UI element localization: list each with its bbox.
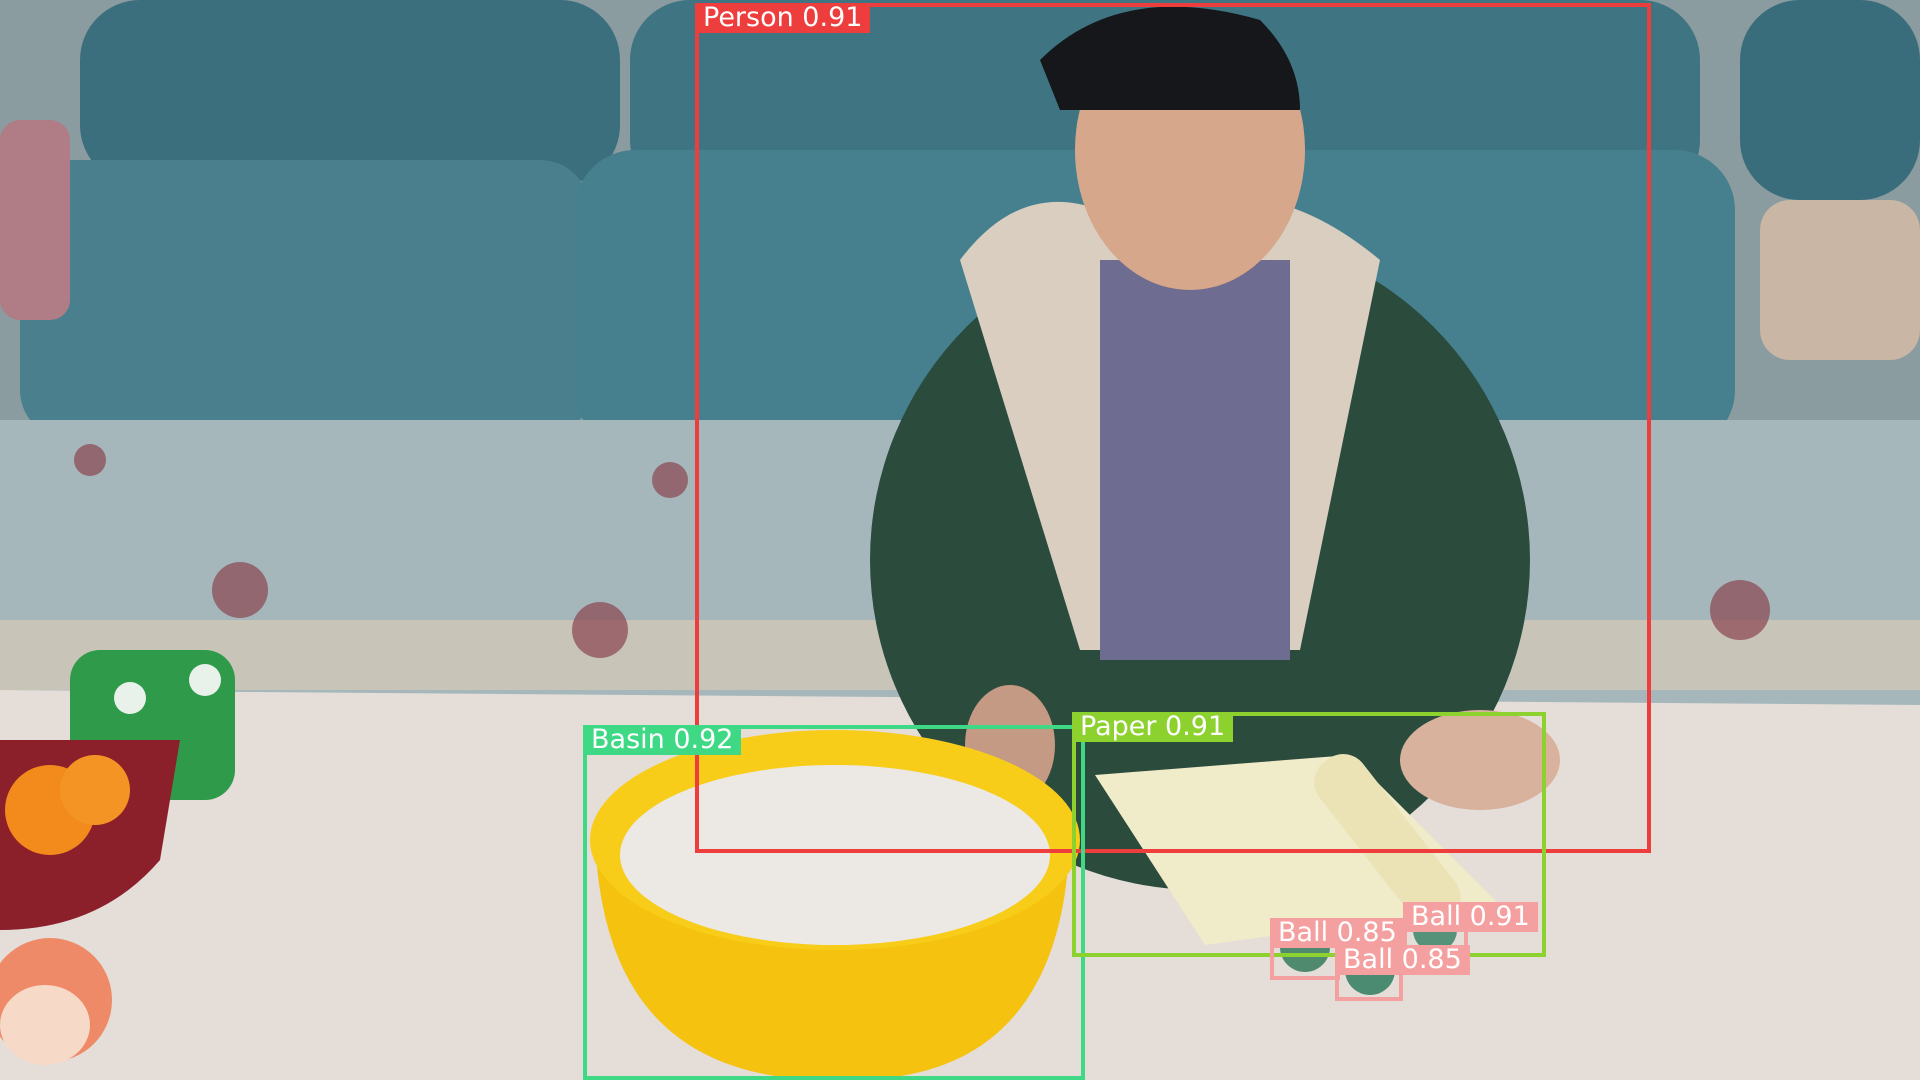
paper-roll	[1314, 754, 1461, 926]
detection-box-person: Person 0.91	[695, 3, 1651, 853]
pillow	[1760, 200, 1920, 360]
cup-eye	[189, 664, 221, 696]
detection-box-ball: Ball 0.85	[1270, 918, 1405, 980]
detection-label-ball: Ball 0.85	[1270, 918, 1405, 948]
cup-eye	[114, 682, 146, 714]
sofa-back-cushion	[1740, 0, 1920, 200]
child-hand	[1400, 710, 1560, 810]
detection-box-basin: Basin 0.92	[583, 725, 1085, 1080]
detection-box-ball: Ball 0.91	[1403, 902, 1538, 962]
pillow	[0, 120, 70, 320]
child-sweater	[1100, 260, 1290, 660]
orange-fruit	[60, 755, 130, 825]
detection-label-ball: Ball 0.85	[1335, 945, 1470, 975]
rice	[620, 765, 1050, 945]
toy-face	[0, 985, 90, 1065]
detection-box-paper: Paper 0.91	[1072, 712, 1546, 957]
child-hair	[1040, 6, 1300, 110]
sofa-back-cushion	[80, 0, 620, 185]
sofa-seat-cushion	[20, 160, 590, 440]
detection-box-ball: Ball 0.85	[1335, 945, 1470, 1001]
detection-label-paper: Paper 0.91	[1072, 712, 1234, 742]
detection-label-person: Person 0.91	[695, 3, 871, 33]
detection-label-ball: Ball 0.91	[1403, 902, 1538, 932]
flower-pattern	[74, 444, 1770, 658]
detection-label-basin: Basin 0.92	[583, 725, 742, 755]
